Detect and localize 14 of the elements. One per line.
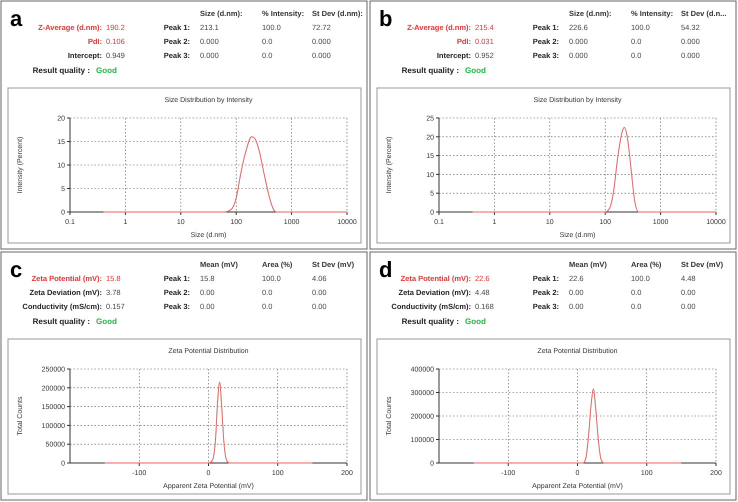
text: Result quality :: [32, 317, 90, 326]
text: Result quality :: [402, 317, 459, 326]
text: Good: [96, 66, 117, 75]
text: b: [379, 6, 392, 31]
text: Good: [96, 317, 117, 326]
line-series: [473, 388, 682, 464]
text: a: [10, 6, 23, 31]
text: d: [379, 257, 392, 282]
line-series: [104, 382, 313, 464]
text: c: [10, 257, 22, 282]
text: Good: [465, 317, 486, 326]
text: Good: [465, 66, 486, 75]
text: Result quality :: [402, 66, 459, 75]
text: Result quality :: [32, 66, 90, 75]
